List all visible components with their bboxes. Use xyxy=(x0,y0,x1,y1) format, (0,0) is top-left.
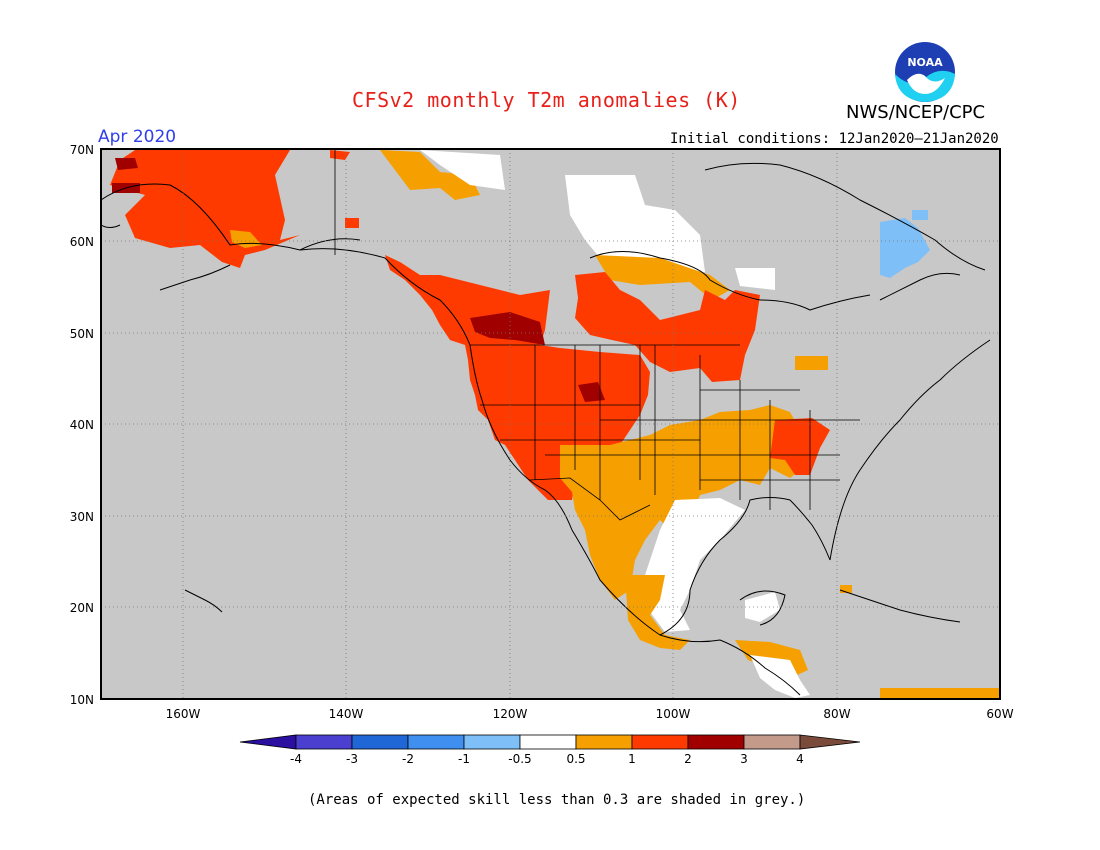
bc-warm xyxy=(385,255,650,500)
lat-label: 50N xyxy=(70,327,94,341)
yucatan-neutral xyxy=(745,592,780,622)
lon-label: 160W xyxy=(166,707,201,721)
coastlines xyxy=(101,162,991,696)
lat-label: 20N xyxy=(70,601,94,615)
colorbar-swatch xyxy=(463,734,521,750)
skill-footnote: (Areas of expected skill less than 0.3 a… xyxy=(308,792,806,808)
colorbar-tick: 3 xyxy=(740,752,748,766)
lon-axis: 160W 140W 120W 100W 80W 60W xyxy=(166,707,1014,721)
colorbar-swatch xyxy=(519,734,577,750)
cuba-mild xyxy=(840,585,852,593)
lat-label: 30N xyxy=(70,510,94,524)
colorbar-swatch xyxy=(351,734,409,750)
wyoming-very-warm xyxy=(578,382,605,402)
arctic-neutral xyxy=(420,150,505,190)
map-title: CFSv2 monthly T2m anomalies (K) xyxy=(352,88,741,112)
colorbar-tick: -2 xyxy=(402,752,414,766)
yukon-mild xyxy=(380,150,480,200)
interior-west-very-warm xyxy=(470,312,545,345)
colorbar-ticks: -4 -3 -2 -1 -0.5 0.5 1 2 3 4 xyxy=(290,752,804,766)
lat-label: 10N xyxy=(70,693,94,707)
anomaly-field xyxy=(101,149,1000,699)
canada-warm xyxy=(575,272,760,382)
logo-text: NOAA xyxy=(907,56,943,69)
lon-label: 120W xyxy=(493,707,528,721)
quebec-neutral xyxy=(735,268,775,290)
gulf-neutral xyxy=(640,498,745,632)
colorbar-swatch xyxy=(295,734,353,750)
lon-label: 140W xyxy=(329,707,364,721)
lat-label: 60N xyxy=(70,235,94,249)
colorbar-tick: -1 xyxy=(458,752,470,766)
lat-axis: 70N 60N 50N 40N 30N 20N 10N xyxy=(70,143,94,707)
colorbar-tick: -0.5 xyxy=(508,752,531,766)
political-borders xyxy=(334,149,860,521)
colorbar-swatch xyxy=(687,734,745,750)
lon-label: 100W xyxy=(656,707,691,721)
labrador-cool-2 xyxy=(912,210,928,220)
colorbar-tick: -3 xyxy=(346,752,358,766)
alaska-very-warm xyxy=(115,158,138,170)
noaa-logo: NOAA xyxy=(895,42,955,102)
lon-label: 80W xyxy=(823,707,850,721)
labrador-cool xyxy=(880,218,930,278)
lat-label: 40N xyxy=(70,418,94,432)
colorbar-swatch xyxy=(575,734,633,750)
lat-label: 70N xyxy=(70,143,94,157)
colorbar-tick: 4 xyxy=(796,752,804,766)
colorbar-tick: -4 xyxy=(290,752,302,766)
colorbar-tick: 0.5 xyxy=(566,752,585,766)
colorbar-swatch xyxy=(631,734,689,750)
bc-warm-spot xyxy=(345,218,359,228)
agency-label: NWS/NCEP/CPC xyxy=(846,102,986,123)
month-label: Apr 2020 xyxy=(98,127,177,147)
mexico-mild xyxy=(625,575,690,650)
canada-prairie-mild xyxy=(595,255,730,300)
caribbean-mild xyxy=(880,688,1000,699)
colorbar-swatch xyxy=(799,734,861,750)
ohio-warm xyxy=(770,418,830,475)
lon-label: 60W xyxy=(986,707,1013,721)
colorbar-swatch xyxy=(239,734,297,750)
colorbar-swatch xyxy=(743,734,801,750)
hudson-neutral xyxy=(565,175,705,275)
central-america-neutral xyxy=(750,655,810,698)
colorbar-tick: 1 xyxy=(628,752,636,766)
michigan-mild xyxy=(795,356,828,370)
colorbar-swatch xyxy=(407,734,465,750)
map-frame xyxy=(100,148,1001,700)
colorbar-tick: 2 xyxy=(684,752,692,766)
initial-conditions-label: Initial conditions: 12Jan2020–21Jan2020 xyxy=(670,131,999,147)
colorbar xyxy=(239,734,861,750)
